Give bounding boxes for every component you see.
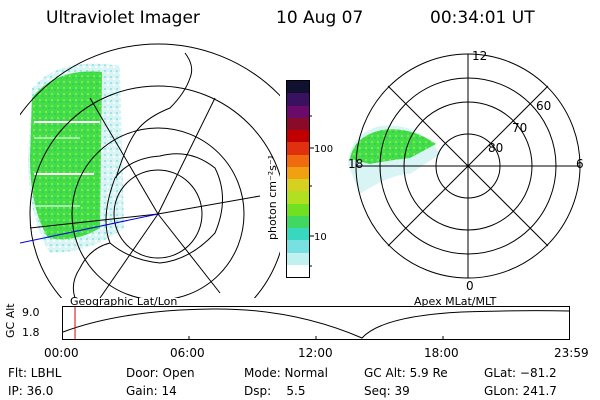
altitude-ymin-label: 1.8 [22, 326, 40, 339]
colorbar-swatch [287, 117, 309, 130]
mlat-label-70: 70 [512, 121, 527, 135]
status-gc-alt: GC Alt: 5.9 Re [364, 366, 448, 380]
colorbar [286, 80, 310, 278]
colorbar-swatch [287, 81, 309, 94]
date-label: 10 Aug 07 [276, 8, 364, 28]
colorbar-swatch [287, 191, 309, 204]
geographic-map [20, 43, 280, 298]
altitude-ylabel: GC Alt [4, 303, 17, 338]
altitude-ymax-label: 9.0 [22, 306, 40, 319]
colorbar-swatch [287, 142, 309, 155]
status-door: Door: Open [126, 366, 195, 380]
colorbar-swatch [287, 215, 309, 228]
xtick-2359: 23:59 [554, 346, 589, 360]
aurora-emission-left-core [30, 71, 102, 240]
status-glat: GLat: −81.2 [484, 366, 557, 380]
status-gain: Gain: 14 [126, 384, 177, 398]
time-label: 00:34:01 UT [430, 8, 535, 28]
colorbar-swatch [287, 228, 309, 241]
apex-polar-map: 12 18 6 0 60 70 80 [348, 49, 584, 293]
colorbar-tick-10: 10 [314, 232, 327, 243]
xtick-0000: 00:00 [44, 346, 79, 360]
colorbar-unit-label: photon cm⁻²s⁻¹ [266, 155, 279, 240]
xtick-1800: 18:00 [424, 346, 459, 360]
colorbar-swatch [287, 166, 309, 179]
aurora-oval-right-core [350, 129, 436, 164]
colorbar-swatch [287, 264, 309, 277]
colorbar-swatch [287, 93, 309, 106]
altitude-plot [62, 306, 570, 340]
colorbar-swatch [287, 203, 309, 216]
left-map-caption: Geographic Lat/Lon [70, 295, 178, 308]
instrument-title: Ultraviolet Imager [46, 8, 200, 28]
status-seq: Seq: 39 [364, 384, 410, 398]
colorbar-swatch [287, 154, 309, 167]
colorbar-swatch [287, 252, 309, 265]
mlat-label-80: 80 [488, 141, 503, 155]
colorbar-swatch [287, 179, 309, 192]
status-mode: Mode: Normal [244, 366, 328, 380]
status-dsp: Dsp: 5.5 [244, 384, 306, 398]
status-ip: IP: 36.0 [8, 384, 54, 398]
altitude-curve [62, 308, 570, 339]
mlat-label-60: 60 [536, 99, 551, 113]
colorbar-tick-100: 100 [314, 144, 333, 155]
terminator-line [20, 213, 159, 244]
mlt-label-18: 18 [348, 157, 363, 171]
status-filter: Flt: LBHL [8, 366, 62, 380]
xtick-0600: 06:00 [170, 346, 205, 360]
colorbar-swatch [287, 240, 309, 253]
colorbar-swatch [287, 130, 309, 143]
colorbar-swatch [287, 105, 309, 118]
status-glon: GLon: 241.7 [484, 384, 557, 398]
mlt-label-0: 0 [466, 279, 474, 293]
colorbar-axis: 100 10 photon cm⁻²s⁻¹ [266, 115, 333, 267]
xtick-1200: 12:00 [298, 346, 333, 360]
mlt-label-12: 12 [472, 49, 487, 63]
mlt-label-6: 6 [576, 157, 584, 171]
right-map-caption: Apex MLat/MLT [414, 295, 497, 308]
